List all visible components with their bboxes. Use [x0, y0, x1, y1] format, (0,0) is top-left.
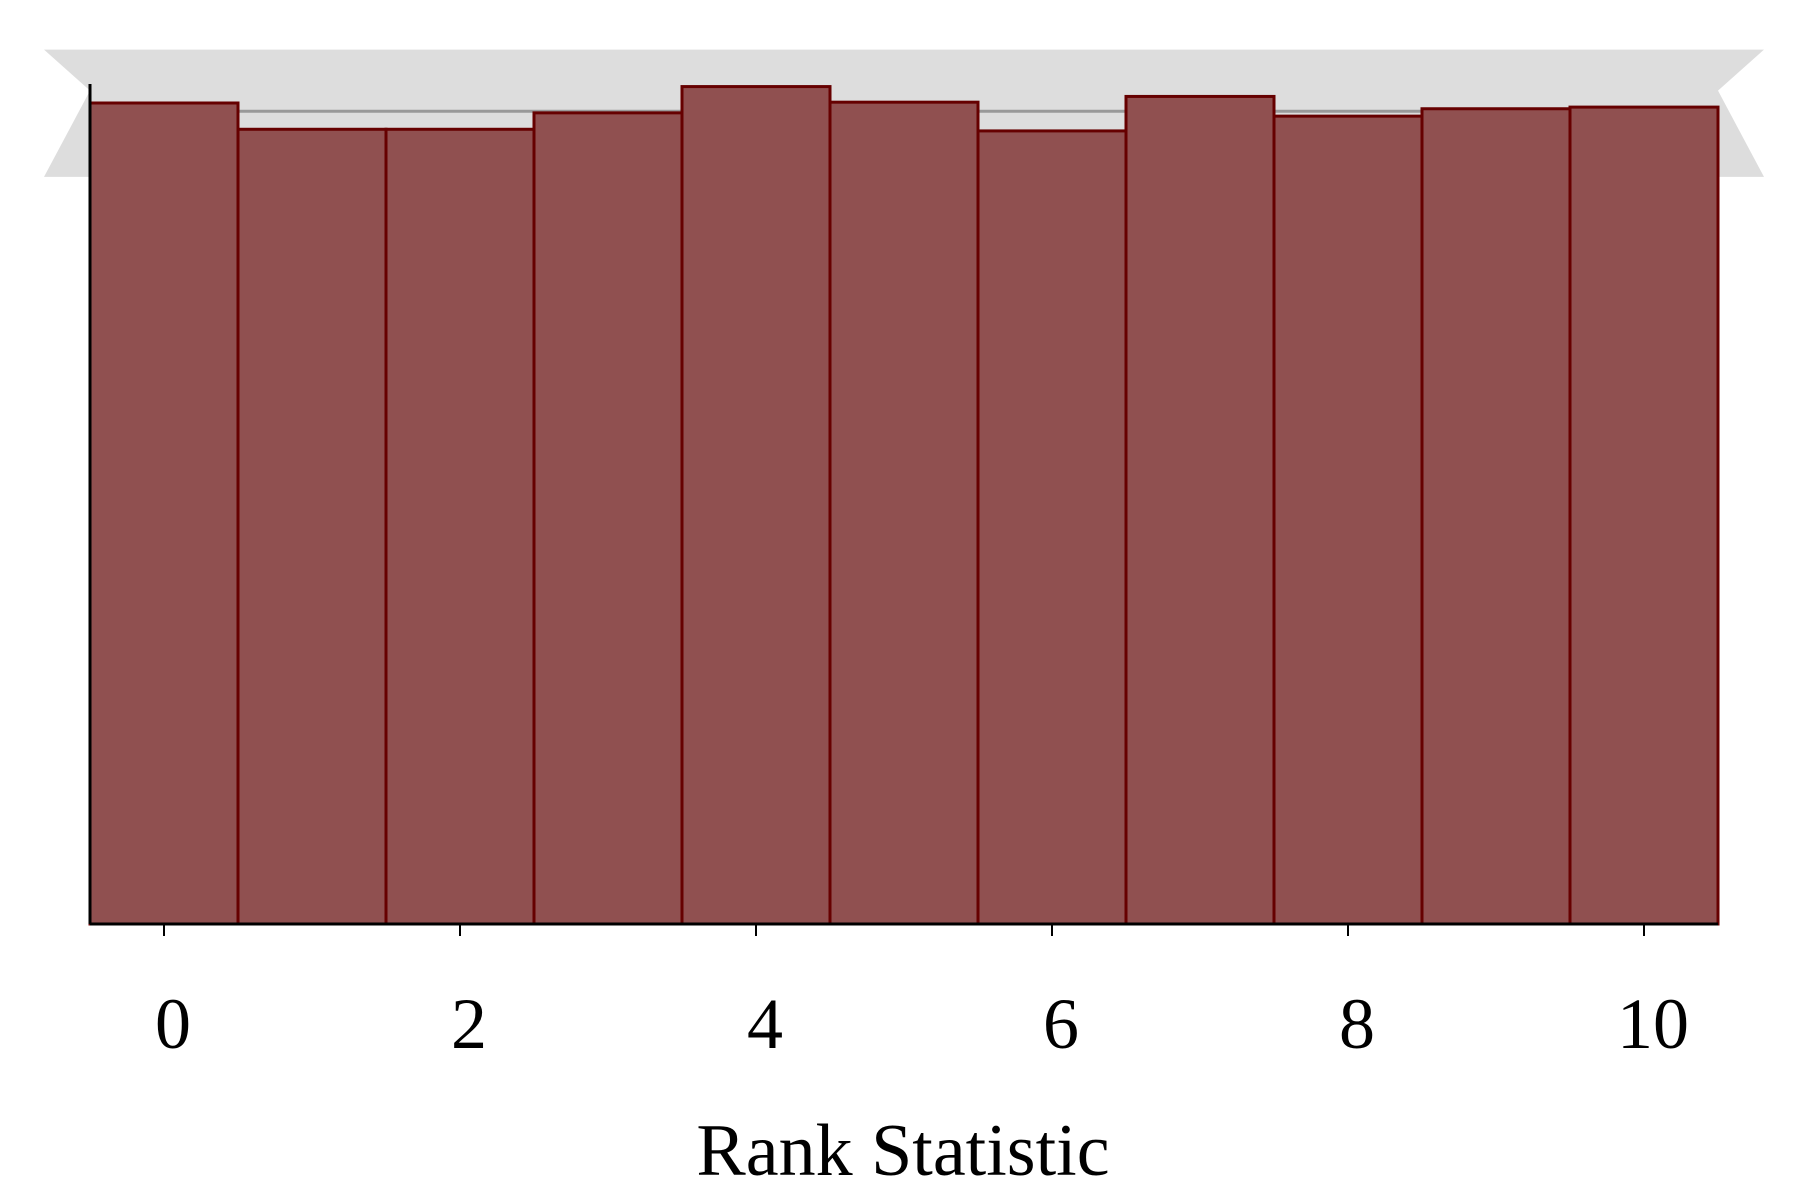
- bar-rank-2: [384, 127, 536, 926]
- histogram-bars: [88, 85, 1720, 926]
- bar-rank-1: [236, 127, 388, 926]
- x-tick-label: 8: [1339, 984, 1375, 1064]
- bar-rank-10: [1568, 105, 1720, 926]
- x-axis-ticks: 0 2 4 6 8 10: [155, 924, 1689, 1064]
- bar-rank-4: [680, 85, 832, 926]
- x-tick-label: 0: [155, 984, 191, 1064]
- x-tick-label: 6: [1043, 984, 1079, 1064]
- axes: [88, 84, 1718, 926]
- bar-rank-3: [532, 111, 684, 926]
- bar-rank-9: [1420, 107, 1572, 926]
- x-tick-label: 10: [1617, 984, 1689, 1064]
- x-tick-label: 2: [451, 984, 487, 1064]
- bar-rank-6: [976, 129, 1128, 926]
- bar-rank-5: [828, 100, 980, 926]
- bar-rank-8: [1272, 114, 1424, 926]
- x-tick-label: 4: [747, 984, 783, 1064]
- bar-rank-7: [1124, 94, 1276, 926]
- x-axis-title: Rank Statistic: [696, 1110, 1109, 1192]
- bar-rank-0: [88, 101, 240, 926]
